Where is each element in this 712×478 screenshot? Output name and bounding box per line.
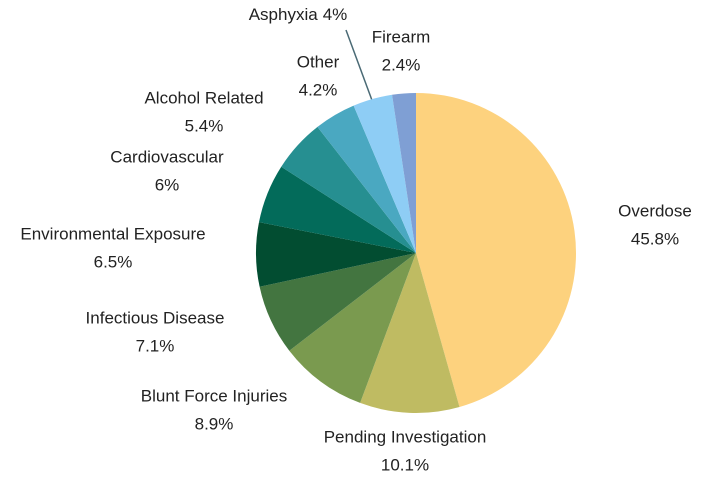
slice-value: 2.4% bbox=[382, 55, 421, 74]
pie-slice bbox=[259, 253, 416, 351]
pie-slice bbox=[416, 93, 577, 407]
slice-value: 10.1% bbox=[381, 455, 429, 474]
slice-label: Firearm bbox=[372, 27, 431, 46]
slice-value: 4.2% bbox=[299, 80, 338, 99]
slice-value: 6.5% bbox=[94, 252, 133, 271]
slice-label: Overdose bbox=[618, 201, 692, 220]
slice-value: 45.8% bbox=[631, 229, 679, 248]
pie-slice bbox=[360, 253, 460, 413]
slice-value: 6% bbox=[155, 175, 180, 194]
pie-slice bbox=[317, 105, 416, 253]
slice-value: 4% bbox=[323, 5, 348, 24]
slice-label: Environmental Exposure bbox=[20, 224, 205, 243]
leader-line bbox=[345, 29, 374, 104]
pie-slice bbox=[392, 93, 416, 253]
pie-slice bbox=[259, 166, 416, 253]
pie-slice bbox=[255, 222, 416, 287]
pie-slice bbox=[289, 253, 416, 403]
slice-label: Pending Investigation bbox=[324, 427, 487, 446]
slice-label: Alcohol Related bbox=[144, 88, 263, 107]
slice-label-group: Asphyxia 4% bbox=[249, 5, 348, 24]
slice-value: 8.9% bbox=[195, 414, 234, 433]
slice-label: Asphyxia bbox=[249, 5, 319, 24]
slice-value: 5.4% bbox=[185, 116, 224, 135]
slice-value: 7.1% bbox=[136, 336, 175, 355]
pie-slice bbox=[281, 126, 416, 253]
slice-label: Infectious Disease bbox=[86, 308, 225, 327]
slice-label: Other bbox=[297, 52, 340, 71]
slice-label: Cardiovascular bbox=[110, 147, 224, 166]
slice-label: Blunt Force Injuries bbox=[141, 386, 287, 405]
pie-slice bbox=[353, 94, 416, 254]
